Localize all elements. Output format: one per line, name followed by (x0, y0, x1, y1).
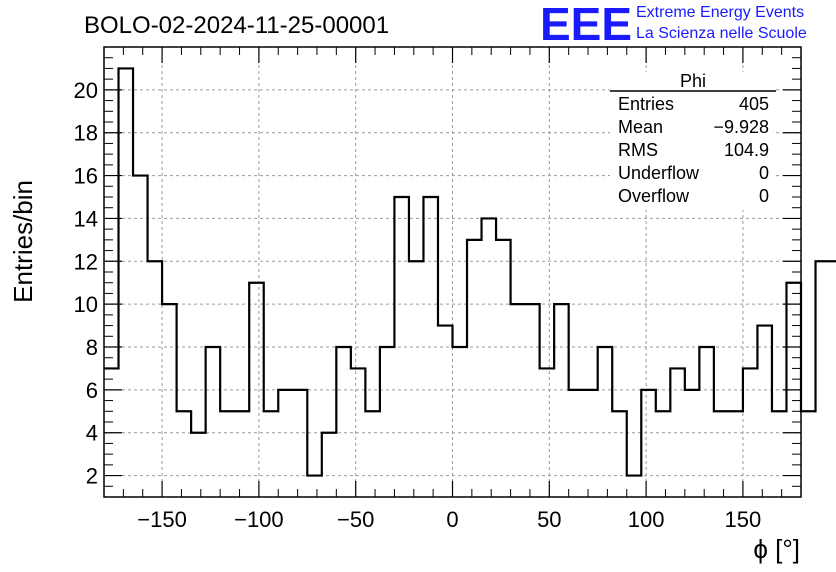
x-tick-label: 50 (537, 507, 561, 532)
stats-label: Mean (618, 117, 663, 137)
y-axis-title: Entries/bin (8, 180, 38, 303)
histogram-bin (685, 390, 700, 497)
histogram-bin (191, 433, 206, 497)
histogram-bin (351, 368, 366, 497)
histogram-bin (264, 411, 279, 497)
histogram-bin (554, 304, 569, 497)
histogram-bin (365, 411, 380, 497)
eee-logo: EEE Extreme Energy Events La Scienza nel… (540, 0, 807, 50)
stats-value: 0 (759, 186, 769, 206)
histogram-bin (511, 304, 526, 497)
stats-label: Entries (618, 94, 674, 114)
histogram-bin (656, 411, 671, 497)
histogram-bin (598, 347, 613, 497)
histogram-outline (104, 67, 836, 477)
histogram-bin (249, 283, 264, 497)
histogram-bin (307, 476, 322, 497)
histogram-bin (206, 347, 221, 497)
y-tick-label: 18 (74, 121, 98, 146)
histogram-bin (148, 261, 163, 497)
y-tick-label: 6 (86, 378, 98, 403)
histogram-bin (394, 197, 409, 497)
y-tick-label: 16 (74, 164, 98, 189)
histogram-bin (177, 411, 192, 497)
x-tick-label: 0 (446, 507, 458, 532)
histogram-bin (453, 347, 468, 497)
logo-line-2: La Scienza nelle Scuole (636, 25, 807, 42)
histogram-bin (278, 390, 293, 497)
histogram-bin (467, 240, 482, 497)
x-tick-label: −50 (337, 507, 374, 532)
y-tick-label: 12 (74, 249, 98, 274)
stats-label: RMS (618, 140, 658, 160)
stats-value: 405 (739, 94, 769, 114)
stats-value: 0 (759, 163, 769, 183)
stats-box-background (610, 72, 776, 210)
y-tick-label: 4 (86, 421, 98, 446)
y-tick-label: 20 (74, 78, 98, 103)
logo-letters: EEE (540, 0, 632, 50)
histogram-bin (162, 304, 177, 497)
histogram-bin (569, 390, 584, 497)
histogram-bin (133, 176, 148, 497)
histogram-bin (540, 368, 555, 497)
histogram-bin (772, 411, 787, 497)
y-tick-label: 10 (74, 292, 98, 317)
y-tick-label: 2 (86, 464, 98, 489)
stats-box: Phi Entries 405 Mean −9.928 RMS 104.9 Underflo… (610, 71, 776, 210)
histogram-bin (235, 411, 250, 497)
stats-label: Underflow (618, 163, 700, 183)
histogram-bin (816, 261, 831, 497)
histogram-bin (641, 390, 656, 497)
axis-ticks (103, 47, 802, 498)
stats-label: Overflow (618, 186, 690, 206)
histogram-bin (336, 347, 351, 497)
histogram-series (104, 67, 836, 497)
tick-labels: −150 −100 −50 0 50 100 150 2 4 6 8 10 12 14 16 18 20 (74, 78, 762, 532)
x-tick-label: 150 (725, 507, 762, 532)
histogram-bin (380, 347, 395, 497)
histogram-bin (322, 433, 337, 497)
histogram-bin (801, 411, 816, 497)
histogram-bin (438, 326, 453, 497)
histogram-bin (627, 476, 642, 497)
x-tick-label: −100 (234, 507, 284, 532)
histogram-bin (670, 368, 685, 497)
stats-value: 104.9 (724, 140, 769, 160)
logo-line-1: Extreme Energy Events (636, 4, 804, 21)
histogram-bin (220, 411, 235, 497)
histogram-bin (699, 347, 714, 497)
histogram-bin (714, 411, 729, 497)
histogram-bin (757, 326, 772, 497)
histogram-bin (525, 304, 540, 497)
stats-value: −9.928 (713, 117, 769, 137)
histogram-bin (728, 411, 743, 497)
histogram-bin (482, 218, 497, 497)
histogram-bin (612, 411, 627, 497)
histogram-bin (423, 197, 438, 497)
chart-title: BOLO-02-2024-11-25-00001 (84, 12, 389, 39)
stats-box-name: Phi (680, 71, 706, 91)
histogram-bin (583, 390, 598, 497)
y-tick-label: 14 (74, 206, 98, 231)
histogram-bin (293, 390, 308, 497)
histogram-bin (743, 368, 758, 497)
x-axis-title: ϕ [°] (753, 534, 800, 564)
x-tick-label: 100 (628, 507, 665, 532)
histogram-bin (830, 261, 836, 497)
histogram-bin (409, 261, 424, 497)
histogram-bin (496, 240, 511, 497)
y-tick-label: 8 (86, 335, 98, 360)
x-tick-label: −150 (137, 507, 187, 532)
